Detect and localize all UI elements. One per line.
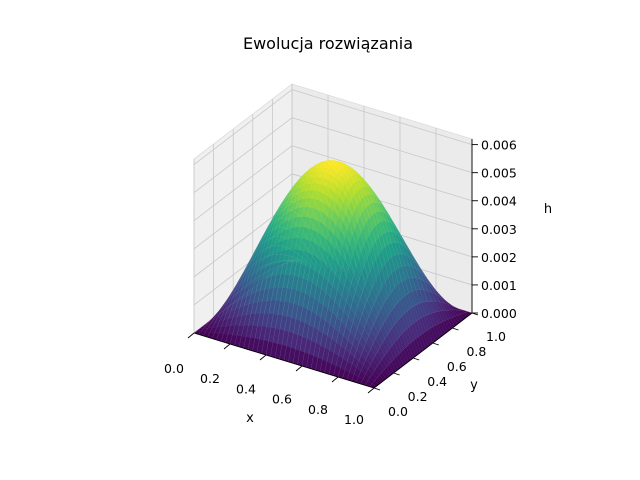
y-axis-tick: [432, 342, 439, 346]
surface-mesh-line: [211, 245, 311, 339]
z-tick-label: 0.001: [481, 278, 517, 293]
surface-mesh-line: [229, 209, 329, 345]
surface-mesh-line: [283, 160, 383, 361]
x-axis-label: x: [246, 411, 254, 426]
x-tick-label: 0.2: [200, 371, 220, 386]
surface-mesh-line: [337, 242, 437, 378]
z-tick-label: 0.006: [481, 138, 517, 153]
surface-mesh-line: [351, 277, 450, 382]
surface-mesh-line: [220, 226, 320, 342]
y-axis-label: y: [470, 378, 478, 393]
surface-mesh-line: [310, 186, 410, 369]
surface-mesh-line: [346, 265, 446, 380]
surface-mesh-line: [202, 260, 302, 336]
x-axis-tick: [367, 387, 375, 394]
y-tick-label: 0.0: [388, 404, 408, 419]
surface-plot: [193, 160, 473, 389]
z-axis-label: h: [544, 202, 552, 217]
surface-mesh-line: [315, 193, 414, 371]
surface-mesh-line: [252, 174, 351, 351]
surface-mesh-line: [193, 257, 293, 334]
surface-mesh-line: [279, 160, 378, 360]
surface-mesh-line: [207, 254, 306, 338]
x-tick-label: 0.4: [236, 381, 256, 396]
chart-title: Ewolucja rozwiązania: [243, 34, 413, 53]
surface-mesh-line: [319, 202, 419, 372]
y-tick-label: 0.2: [408, 389, 428, 404]
z-grid-line-back: [291, 145, 473, 202]
surface-mesh-line: [288, 162, 387, 362]
y-tick-label: 1.0: [486, 329, 506, 344]
surface-mesh-line: [265, 163, 365, 356]
z-grid-line-back: [291, 89, 473, 145]
surface-mesh-line: [342, 253, 441, 379]
y-axis-line: [373, 312, 473, 389]
z-tick-label: 0.000: [481, 306, 517, 321]
surface-mesh-line: [297, 169, 396, 365]
surface-mesh-line: [234, 200, 333, 346]
z-tick-label: 0.004: [481, 194, 517, 209]
surface-mesh-line: [198, 259, 297, 335]
y-tick-label: 0.4: [427, 374, 447, 389]
z-grid-line-wall: [193, 173, 293, 250]
z-tick-label: 0.005: [481, 166, 517, 181]
z-grid-line-wall: [193, 145, 293, 222]
surface-mesh-line: [247, 180, 347, 350]
surface-mesh-line: [355, 289, 455, 383]
z-tick-label: 0.002: [481, 250, 517, 265]
surface-mesh-line: [270, 161, 369, 357]
axis-ticks: 0.00.20.40.60.81.00.00.20.40.60.81.00.00…: [164, 138, 517, 427]
surface-mesh-line: [364, 309, 464, 386]
y-axis-tick: [393, 372, 400, 376]
y-tick-label: 0.6: [447, 359, 467, 374]
z-grid-line-wall: [193, 117, 293, 193]
surface-mesh-line: [292, 165, 392, 364]
z-tick-label: 0.003: [481, 222, 517, 237]
y-axis-tick: [452, 327, 459, 331]
surface-mesh-line: [256, 169, 356, 353]
surface-mesh-line: [243, 186, 342, 349]
x-tick-label: 0.6: [272, 392, 292, 407]
x-tick-label: 0.8: [308, 402, 328, 417]
surface-mesh-line: [261, 166, 360, 354]
surface-mesh-line: [328, 220, 428, 375]
x-tick-label: 1.0: [344, 412, 364, 427]
surface-mesh-line: [306, 179, 405, 368]
x-tick-label: 0.0: [164, 361, 184, 376]
x-axis-tick: [259, 354, 267, 361]
surface-mesh-line: [216, 236, 315, 340]
x-axis-tick: [331, 376, 339, 383]
x-axis-line: [193, 332, 375, 389]
surface-mesh-line: [360, 300, 459, 384]
surface-mesh-line: [301, 174, 401, 367]
surface-mesh-line: [333, 231, 432, 376]
z-grid-line-back: [291, 117, 473, 174]
x-axis-tick: [295, 365, 303, 372]
z-grid-line-wall: [193, 89, 293, 165]
surface-mesh-line: [274, 160, 374, 358]
y-axis-tick: [373, 387, 381, 391]
y-axis-tick: [413, 357, 420, 361]
x-axis-tick: [187, 332, 195, 339]
surface-mesh-line: [238, 193, 338, 347]
x-axis-tick: [223, 343, 231, 350]
y-tick-label: 0.8: [466, 344, 486, 359]
surface-mesh-line: [369, 311, 468, 387]
surface-mesh-line: [324, 211, 423, 373]
surface-mesh-line: [225, 217, 324, 343]
